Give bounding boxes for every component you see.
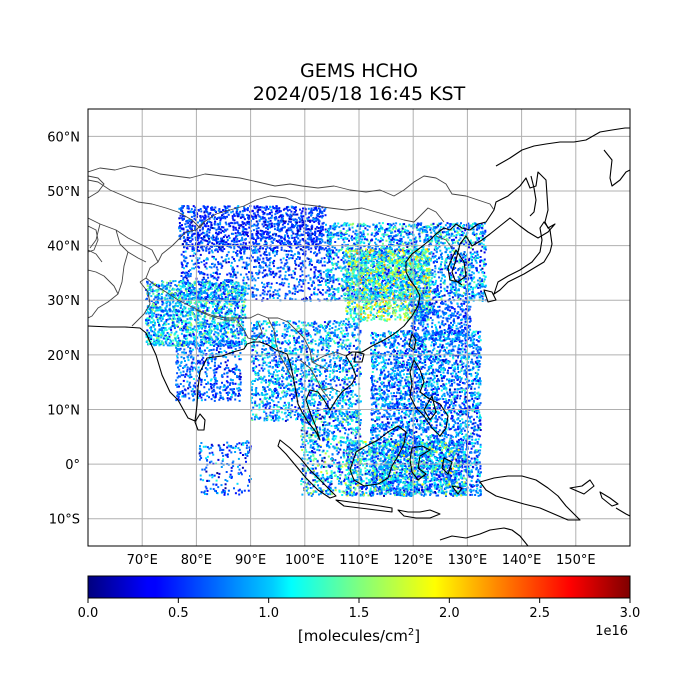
colorbar-tick-label: 1.0 [258,606,279,621]
border-north-1 [88,165,495,211]
coastlines [88,127,630,546]
colorbar-tick-label: 2.0 [439,606,460,621]
border-mongolia [255,195,445,223]
colorbar-tick-labels: 0.0 0.5 1.0 1.5 2.0 2.5 3.0 [78,598,641,621]
border-afghan-pak [88,251,129,319]
border-central-asia [88,217,159,263]
coast-new-guinea [479,475,581,521]
latitude-tick-labels: 60°N 50°N 40°N 30°N 20°N 10°N 0° 10°S [47,130,80,527]
coast-lesser-sundas [397,509,441,519]
colorbar-tick-label: 0.0 [78,606,99,621]
colorbar [87,575,631,599]
latitude-tick-label: 10°N [47,403,80,418]
border-china-west [139,199,257,283]
coast-sakhalin [529,175,537,217]
latitude-tick-label: 30°N [47,294,80,309]
longitude-tick-label: 120°E [393,553,433,568]
coast-borneo [349,425,407,487]
longitude-tick-label: 80°E [181,553,212,568]
coast-srilanka [194,413,206,431]
latitude-tick-label: 50°N [47,185,80,200]
latitude-tick-label: 40°N [47,240,80,255]
colorbar-unit-superscript: 2 [407,627,415,638]
coast-maluku [441,457,463,495]
map-frame [87,108,631,547]
longitude-tick-label: 150°E [556,553,596,568]
map-title: GEMS HCHO [299,60,419,82]
latitude-tick-label: 60°N [47,130,80,145]
coast-bismarck [569,479,630,517]
border-india-pak [131,281,151,327]
longitude-tick-label: 110°E [339,553,379,568]
longitude-tick-label: 90°E [235,553,266,568]
colorbar-tick-label: 2.5 [529,606,550,621]
coast-hainan [353,351,365,363]
coast-philippines [409,359,449,437]
longitude-tick-label: 140°E [502,553,542,568]
colorbar-tick-label: 1.5 [349,606,370,621]
border-india-china [145,277,297,331]
latitude-tick-label: 10°S [49,513,80,528]
colorbar-tick-label: 3.0 [620,606,641,621]
map-subtitle-timestamp: 2024/05/18 16:45 KST [252,83,466,105]
latitude-tick-label: 20°N [47,349,80,364]
colorbar-exponent: 1e16 [595,624,628,639]
border-nepal [195,309,236,321]
coast-korea [447,249,467,283]
coast-sumatra [277,439,337,499]
colorbar-unit-text: [molecules/cm [297,627,408,645]
border-bangladesh [237,321,263,341]
border-kazakhstan [88,179,205,229]
latitude-tick-label: 0° [65,458,80,473]
coast-japan [483,221,553,303]
longitude-tick-label: 100°E [285,553,325,568]
longitude-tick-labels: 70°E 80°E 90°E 100°E 110°E 120°E 130°E 140°E 150… [127,553,596,568]
border-russia-west [88,175,105,199]
colorbar-unit-label: [molecules/cm2] [88,627,630,645]
border-caspian [88,225,99,253]
colorbar-tick-label: 0.5 [168,606,189,621]
coast-taiwan [408,333,417,351]
border-myanmar [267,317,329,379]
coast-australia-north [439,527,529,546]
coast-java [335,499,393,513]
longitude-tick-label: 70°E [127,553,158,568]
country-borders [88,165,495,401]
hcho-data-layer [145,205,487,497]
coast-kamchatka [495,127,630,187]
colorbar-unit-close: ] [414,627,421,645]
border-korea-china [435,235,453,249]
coast-sulawesi [409,445,431,481]
border-indochina [299,351,347,401]
longitude-tick-label: 130°E [448,553,488,568]
